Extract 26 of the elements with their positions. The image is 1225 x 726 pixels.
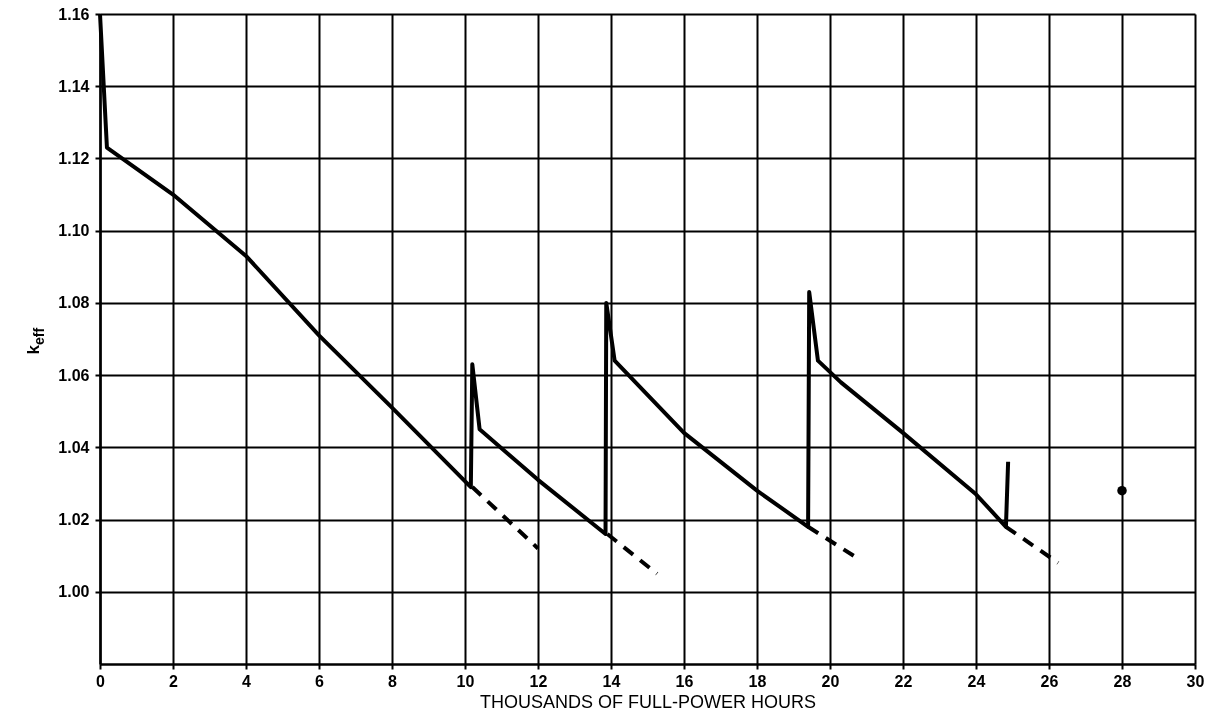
x-tick-label: 30 — [1186, 672, 1205, 690]
y-tick-label: 1.12 — [58, 149, 90, 167]
x-tick-label: 16 — [675, 672, 694, 690]
x-tick-label: 20 — [821, 672, 840, 690]
y-tick-label: 1.16 — [58, 5, 90, 23]
x-tick-label: 8 — [388, 672, 398, 690]
x-axis-title: THOUSANDS OF FULL-POWER HOURS — [479, 691, 817, 712]
x-tick-label: 28 — [1113, 672, 1132, 690]
y-tick-label: 1.10 — [58, 222, 90, 240]
y-tick-label: 1.04 — [58, 438, 90, 456]
y-tick-label: 1.08 — [58, 294, 90, 312]
x-tick-label: 22 — [894, 672, 913, 690]
y-tick-label: 1.14 — [58, 77, 90, 95]
x-tick-label: 12 — [529, 672, 548, 690]
x-tick-label: 18 — [748, 672, 767, 690]
y-tick-label: 1.06 — [58, 366, 90, 384]
x-tick-label: 14 — [602, 672, 621, 690]
x-tick-label: 0 — [96, 672, 106, 690]
y-tick-label: 1.00 — [58, 583, 90, 601]
x-tick-label: 4 — [242, 672, 252, 690]
x-tick-label: 2 — [169, 672, 179, 690]
x-tick-label: 10 — [456, 672, 475, 690]
x-tick-label: 26 — [1040, 672, 1059, 690]
y-tick-label: 1.02 — [58, 511, 90, 529]
x-tick-label: 6 — [315, 672, 325, 690]
x-tick-label: 24 — [967, 672, 986, 690]
